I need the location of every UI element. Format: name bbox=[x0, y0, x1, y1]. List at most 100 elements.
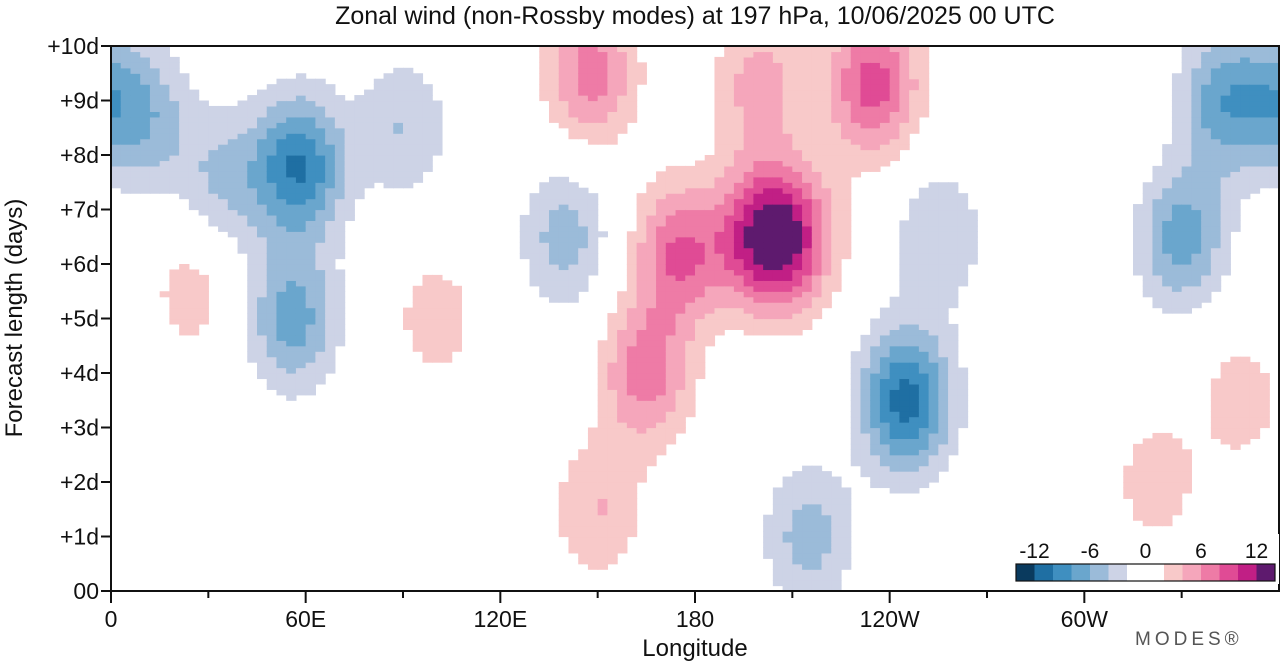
field-cell bbox=[276, 340, 287, 347]
field-cell bbox=[753, 165, 764, 172]
field-cell bbox=[519, 242, 531, 249]
field-cell bbox=[373, 138, 385, 145]
field-cell bbox=[558, 258, 570, 265]
field-cell bbox=[188, 187, 200, 194]
field-cell bbox=[120, 160, 132, 167]
field-cell bbox=[782, 492, 793, 499]
field-cell bbox=[1181, 144, 1192, 151]
field-cell bbox=[432, 111, 443, 118]
field-cell bbox=[685, 318, 696, 325]
field-cell bbox=[451, 340, 462, 347]
field-cell bbox=[763, 531, 774, 538]
field-cell bbox=[529, 280, 540, 287]
field-cell bbox=[587, 269, 599, 276]
field-cell bbox=[286, 95, 297, 102]
colorbar-label: 0 bbox=[1140, 540, 1152, 563]
field-cell bbox=[811, 471, 823, 478]
field-cell bbox=[325, 334, 336, 341]
field-cell bbox=[802, 231, 813, 238]
field-cell bbox=[957, 411, 969, 418]
field-cell bbox=[149, 116, 161, 123]
field-cell bbox=[587, 95, 599, 102]
field-cell bbox=[257, 176, 268, 183]
field-cell bbox=[568, 127, 579, 134]
field-cell bbox=[422, 144, 433, 151]
field-cell bbox=[870, 482, 881, 489]
field-cell bbox=[198, 193, 209, 200]
field-cell bbox=[909, 422, 920, 429]
field-cell bbox=[257, 280, 268, 287]
field-cell bbox=[1152, 520, 1163, 527]
field-cell bbox=[617, 340, 628, 347]
field-cell bbox=[179, 187, 190, 194]
field-cell bbox=[763, 155, 774, 162]
field-cell bbox=[587, 432, 599, 439]
field-cell bbox=[344, 182, 355, 189]
field-cell bbox=[286, 318, 297, 325]
field-cell bbox=[130, 182, 141, 189]
field-cell bbox=[1171, 214, 1183, 221]
field-cell bbox=[315, 95, 326, 102]
field-cell bbox=[130, 67, 141, 74]
field-cell bbox=[529, 247, 540, 254]
field-cell bbox=[597, 432, 608, 439]
colorbar-label: -6 bbox=[1081, 540, 1100, 563]
field-cell bbox=[1230, 78, 1241, 85]
field-cell bbox=[578, 536, 589, 543]
field-cell bbox=[918, 209, 930, 216]
field-cell bbox=[967, 214, 978, 221]
field-cell bbox=[597, 547, 608, 554]
field-cell bbox=[403, 313, 414, 320]
field-cell bbox=[821, 563, 832, 570]
field-cell bbox=[334, 291, 346, 298]
field-cell bbox=[1249, 105, 1261, 112]
field-cell bbox=[626, 422, 638, 429]
field-cell bbox=[646, 345, 657, 352]
field-cell bbox=[704, 291, 716, 298]
field-cell bbox=[218, 225, 229, 232]
field-cell bbox=[918, 187, 930, 194]
field-cell bbox=[344, 138, 355, 145]
field-cell bbox=[179, 100, 190, 107]
field-cell bbox=[870, 334, 881, 341]
field-cell bbox=[1191, 274, 1202, 281]
field-cell bbox=[597, 62, 608, 69]
field-cell bbox=[899, 62, 910, 69]
field-cell bbox=[1210, 269, 1222, 276]
field-cell bbox=[247, 220, 258, 227]
field-cell bbox=[276, 155, 287, 162]
field-cell bbox=[918, 427, 930, 434]
field-cell bbox=[578, 187, 589, 194]
field-cell bbox=[626, 465, 638, 472]
field-cell bbox=[763, 51, 774, 58]
field-cell bbox=[724, 100, 735, 107]
field-cell bbox=[159, 73, 170, 80]
field-cell bbox=[772, 214, 784, 221]
field-cell bbox=[198, 280, 209, 287]
field-cell bbox=[743, 116, 754, 123]
field-cell bbox=[909, 389, 920, 396]
field-cell bbox=[1142, 214, 1154, 221]
field-cell bbox=[549, 176, 560, 183]
field-cell bbox=[558, 264, 570, 271]
field-cell bbox=[412, 323, 424, 330]
colorbar-swatch bbox=[1108, 564, 1128, 581]
field-cell bbox=[918, 356, 930, 363]
field-cell bbox=[276, 258, 287, 265]
field-cell bbox=[617, 78, 628, 85]
field-cell bbox=[646, 198, 657, 205]
colorbar-swatch bbox=[1219, 564, 1239, 581]
field-cell bbox=[519, 231, 531, 238]
field-cell bbox=[646, 383, 657, 390]
field-cell bbox=[928, 432, 939, 439]
field-cell bbox=[753, 171, 764, 178]
field-cell bbox=[811, 269, 823, 276]
field-cell bbox=[909, 122, 920, 129]
field-cell bbox=[617, 111, 628, 118]
field-cell bbox=[811, 78, 823, 85]
field-cell bbox=[909, 291, 920, 298]
field-cell bbox=[753, 307, 764, 314]
field-cell bbox=[948, 345, 959, 352]
field-cell bbox=[860, 100, 871, 107]
field-cell bbox=[724, 62, 735, 69]
